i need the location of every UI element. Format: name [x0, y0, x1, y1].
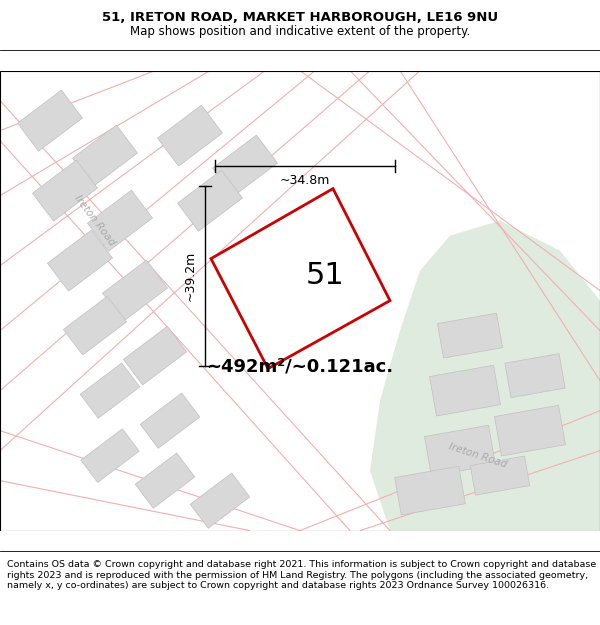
- Polygon shape: [124, 326, 187, 385]
- Polygon shape: [470, 456, 530, 495]
- Polygon shape: [190, 473, 250, 528]
- Polygon shape: [135, 453, 195, 508]
- Text: ~34.8m: ~34.8m: [280, 174, 330, 187]
- Polygon shape: [17, 90, 82, 151]
- Polygon shape: [32, 160, 97, 221]
- Polygon shape: [430, 365, 500, 416]
- Polygon shape: [437, 313, 503, 358]
- Text: 51, IRETON ROAD, MARKET HARBOROUGH, LE16 9NU: 51, IRETON ROAD, MARKET HARBOROUGH, LE16…: [102, 11, 498, 24]
- Polygon shape: [140, 393, 200, 448]
- Polygon shape: [395, 466, 466, 515]
- Text: ~39.2m: ~39.2m: [184, 251, 197, 301]
- Polygon shape: [80, 363, 140, 418]
- Text: Ireton Road: Ireton Road: [73, 193, 117, 248]
- Polygon shape: [211, 189, 390, 369]
- Text: Map shows position and indicative extent of the property.: Map shows position and indicative extent…: [130, 24, 470, 38]
- Polygon shape: [88, 190, 152, 251]
- Polygon shape: [370, 221, 600, 531]
- Polygon shape: [425, 425, 496, 476]
- Polygon shape: [64, 296, 127, 355]
- Polygon shape: [494, 405, 565, 456]
- Text: Contains OS data © Crown copyright and database right 2021. This information is : Contains OS data © Crown copyright and d…: [7, 560, 596, 590]
- Polygon shape: [73, 125, 137, 186]
- Polygon shape: [47, 230, 112, 291]
- Polygon shape: [81, 429, 139, 483]
- Polygon shape: [103, 260, 167, 321]
- Text: 51: 51: [305, 261, 344, 290]
- Text: ~492m²/~0.121ac.: ~492m²/~0.121ac.: [206, 357, 394, 376]
- Text: Ireton Road: Ireton Road: [448, 441, 508, 470]
- Polygon shape: [212, 135, 277, 196]
- Polygon shape: [505, 354, 565, 398]
- Polygon shape: [158, 105, 223, 166]
- Polygon shape: [178, 170, 242, 231]
- Text: Ireton Rd: Ireton Rd: [253, 294, 287, 337]
